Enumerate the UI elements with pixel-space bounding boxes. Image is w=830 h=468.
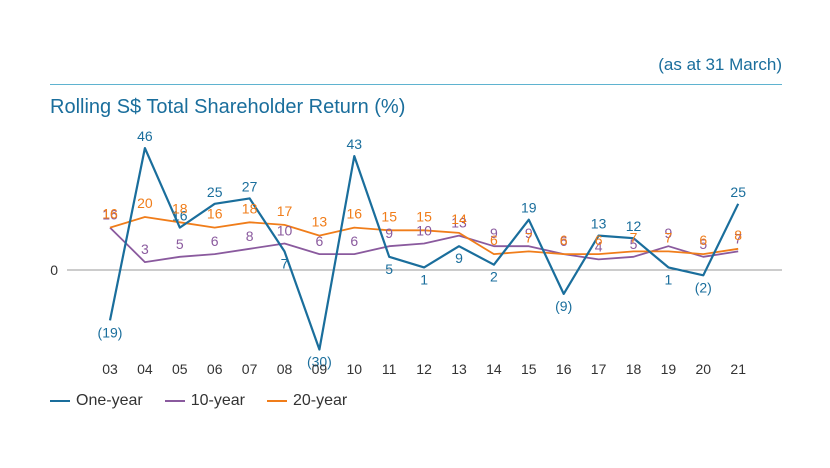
- x-tick-label: 17: [591, 361, 607, 377]
- legend-swatch: [266, 400, 287, 402]
- data-label: 3: [141, 241, 149, 257]
- data-label: 6: [316, 233, 324, 249]
- legend-item-20-year: 20-year: [266, 392, 348, 410]
- data-label: 15: [416, 208, 432, 224]
- data-label: 12: [626, 218, 642, 234]
- x-tick-label: 04: [137, 361, 153, 377]
- data-label: (19): [98, 324, 123, 340]
- x-tick-label: 18: [626, 361, 642, 377]
- data-label: 6: [560, 232, 568, 248]
- series-line-one-year: [108, 147, 740, 351]
- data-label: 7: [734, 230, 742, 246]
- data-label: 1: [665, 271, 673, 287]
- x-tick-label: 03: [102, 361, 118, 377]
- data-label: 9: [490, 225, 498, 241]
- data-label: 7: [281, 255, 289, 271]
- data-label: 18: [172, 200, 188, 216]
- data-label: 43: [347, 136, 363, 152]
- legend-label: 10-year: [190, 392, 245, 409]
- legend-item-10-year: 10-year: [164, 392, 245, 410]
- x-axis-ticks: 03 04 05 06 07 08 09 10 11 12 13 14 15 16 17 18 19 20 21: [102, 361, 746, 377]
- legend-swatch: [164, 400, 185, 402]
- x-tick-label: 06: [207, 361, 223, 377]
- data-label: 5: [630, 236, 638, 252]
- x-tick-label: 16: [556, 361, 572, 377]
- x-tick-label: 11: [382, 361, 397, 377]
- zero-tick-label: 0: [50, 262, 58, 278]
- data-label: 13: [451, 215, 467, 231]
- data-label: 9: [455, 250, 463, 266]
- data-label: 9: [385, 225, 393, 241]
- x-tick-label: 07: [242, 361, 258, 377]
- data-label: 5: [176, 236, 184, 252]
- data-label: 10: [277, 223, 293, 239]
- chart-subtitle: (as at 31 March): [658, 55, 782, 74]
- x-tick-label: 14: [486, 361, 502, 377]
- data-label: 9: [665, 225, 673, 241]
- data-label: 16: [347, 206, 363, 222]
- data-label: 25: [207, 184, 223, 200]
- data-label: 18: [242, 200, 258, 216]
- data-label: 7: [630, 229, 638, 245]
- data-label: 6: [211, 233, 219, 249]
- series-line-20-year: [109, 216, 739, 256]
- data-label: (30): [307, 354, 332, 370]
- chart-title: Rolling S$ Total Shareholder Return (%): [50, 96, 406, 118]
- data-label: 2: [490, 269, 498, 285]
- series-group: [108, 147, 740, 351]
- x-tick-label: 21: [730, 361, 746, 377]
- data-label: 16: [172, 208, 188, 224]
- x-tick-label: 09: [312, 361, 328, 377]
- data-label: 6: [560, 233, 568, 249]
- legend-label: 20-year: [292, 392, 348, 409]
- data-label: 25: [730, 184, 746, 200]
- x-tick-label: 08: [277, 361, 293, 377]
- data-label: 10: [416, 223, 432, 239]
- data-label: 6: [699, 232, 707, 248]
- data-label: 16: [102, 206, 118, 222]
- x-tick-label: 13: [451, 361, 467, 377]
- data-label: 7: [665, 229, 673, 245]
- x-tick-label: 05: [172, 361, 188, 377]
- data-label: (9): [555, 298, 572, 314]
- x-tick-label: 20: [696, 361, 712, 377]
- data-label: 4: [595, 238, 603, 254]
- data-label: (2): [695, 279, 712, 295]
- x-tick-label: 15: [521, 361, 537, 377]
- data-label: 46: [137, 128, 153, 144]
- data-label: 13: [312, 214, 328, 230]
- legend-swatch: [50, 400, 70, 402]
- data-label: 19: [521, 200, 537, 216]
- x-tick-label: 19: [661, 361, 677, 377]
- x-tick-label: 10: [347, 361, 363, 377]
- data-label: 8: [246, 228, 254, 244]
- legend-label: One-year: [76, 392, 143, 409]
- x-tick-label: 12: [416, 361, 432, 377]
- data-label: 7: [525, 229, 533, 245]
- data-label: 14: [451, 211, 467, 227]
- data-label: 6: [350, 233, 358, 249]
- data-label: 6: [490, 232, 498, 248]
- data-label: 6: [595, 232, 603, 248]
- data-label: 1: [420, 271, 428, 287]
- data-label: 15: [381, 208, 397, 224]
- data-label: 13: [591, 216, 607, 232]
- data-label: 27: [242, 178, 258, 194]
- data-label: 8: [734, 227, 742, 243]
- data-label: 5: [385, 261, 393, 277]
- data-label: 5: [699, 236, 707, 252]
- data-label: 17: [277, 203, 293, 219]
- data-label: 9: [525, 225, 533, 241]
- legend-item-one-year: One-year: [50, 392, 143, 410]
- data-label: 16: [102, 207, 118, 223]
- series-line-10-year: [109, 226, 739, 264]
- legend: One-year 10-year 20-year: [50, 392, 347, 410]
- data-label: 16: [207, 206, 223, 222]
- title-divider: [50, 84, 782, 85]
- data-label: 20: [137, 195, 153, 211]
